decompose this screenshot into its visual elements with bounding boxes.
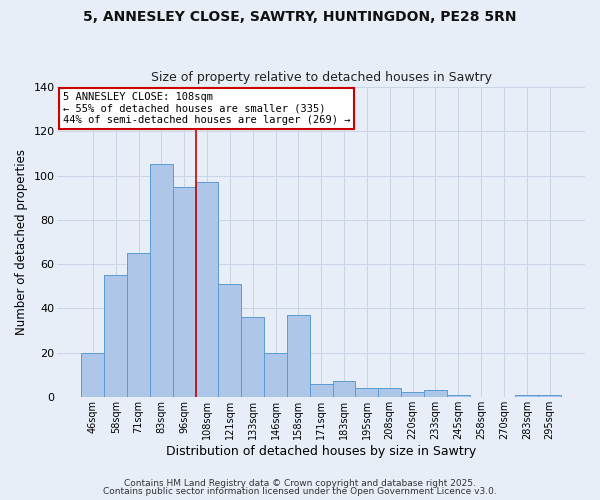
Bar bbox=[241, 317, 264, 397]
Bar bbox=[173, 186, 196, 397]
Bar bbox=[538, 394, 561, 397]
Bar bbox=[379, 388, 401, 397]
Bar bbox=[424, 390, 447, 397]
Bar bbox=[447, 394, 470, 397]
Y-axis label: Number of detached properties: Number of detached properties bbox=[15, 149, 28, 335]
Text: Contains HM Land Registry data © Crown copyright and database right 2025.: Contains HM Land Registry data © Crown c… bbox=[124, 478, 476, 488]
Bar bbox=[287, 315, 310, 397]
Bar bbox=[310, 384, 332, 397]
Bar bbox=[332, 382, 355, 397]
Bar bbox=[82, 352, 104, 397]
Text: Contains public sector information licensed under the Open Government Licence v3: Contains public sector information licen… bbox=[103, 487, 497, 496]
Bar bbox=[127, 253, 150, 397]
Bar bbox=[264, 352, 287, 397]
Bar bbox=[515, 394, 538, 397]
Bar bbox=[104, 275, 127, 397]
Title: Size of property relative to detached houses in Sawtry: Size of property relative to detached ho… bbox=[151, 72, 492, 85]
X-axis label: Distribution of detached houses by size in Sawtry: Distribution of detached houses by size … bbox=[166, 444, 476, 458]
Bar bbox=[196, 182, 218, 397]
Bar bbox=[150, 164, 173, 397]
Bar bbox=[218, 284, 241, 397]
Text: 5, ANNESLEY CLOSE, SAWTRY, HUNTINGDON, PE28 5RN: 5, ANNESLEY CLOSE, SAWTRY, HUNTINGDON, P… bbox=[83, 10, 517, 24]
Bar bbox=[401, 392, 424, 397]
Text: 5 ANNESLEY CLOSE: 108sqm
← 55% of detached houses are smaller (335)
44% of semi-: 5 ANNESLEY CLOSE: 108sqm ← 55% of detach… bbox=[63, 92, 350, 125]
Bar bbox=[355, 388, 379, 397]
